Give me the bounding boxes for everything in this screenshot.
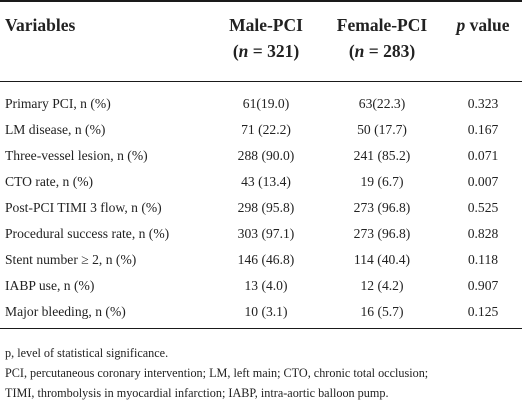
cell-variable: Primary PCI, n (%) (5, 96, 111, 111)
cell-female-pci: 273 (96.8) (353, 226, 411, 241)
header-p-symbol: p (456, 15, 466, 35)
cell-female-pci: 241 (85.2) (353, 148, 411, 163)
cell-p-value: 0.907 (467, 278, 499, 293)
table-row: Post-PCI TIMI 3 flow, n (%) 298 (95.8) 273… (0, 195, 522, 221)
footnote-significance: p, level of statistical significance. (5, 346, 169, 360)
cell-male-pci: 10 (3.1) (244, 304, 288, 319)
header-male-pci: Male-PCI (n = 321) (216, 12, 316, 64)
header-female-n-value: = 283 (364, 41, 410, 61)
header-female-n-symbol: n (354, 41, 365, 61)
cell-variable: IABP use, n (%) (5, 278, 95, 293)
table-row: IABP use, n (%) 13 (4.0) 12 (4.2) 0.907 (0, 273, 522, 299)
cell-female-pci: 19 (6.7) (360, 174, 404, 189)
header-male-n-value: = 321 (248, 41, 294, 61)
table-row: Major bleeding, n (%) 10 (3.1) 16 (5.7) 0.1… (0, 299, 522, 325)
cell-male-pci: 43 (13.4) (241, 174, 291, 189)
table-header-rule (0, 81, 522, 82)
cell-variable: CTO rate, n (%) (5, 174, 94, 189)
cell-p-value: 0.323 (467, 96, 499, 111)
cell-female-pci: 114 (40.4) (353, 252, 411, 267)
cell-female-pci: 16 (5.7) (360, 304, 404, 319)
header-p-suffix: value (465, 15, 510, 35)
table-row: Three-vessel lesion, n (%) 288 (90.0) 241 … (0, 143, 522, 169)
cell-variable: LM disease, n (%) (5, 122, 106, 137)
header-female-pci: Female-PCI (n = 283) (325, 12, 439, 64)
cell-male-pci: 288 (90.0) (237, 148, 295, 163)
cell-male-pci: 303 (97.1) (237, 226, 295, 241)
cell-female-pci: 63(22.3) (358, 96, 406, 111)
header-male-n-symbol: n (238, 41, 249, 61)
cell-variable: Post-PCI TIMI 3 flow, n (%) (5, 200, 162, 215)
cell-male-pci: 13 (4.0) (244, 278, 288, 293)
cell-variable: Three-vessel lesion, n (%) (5, 148, 148, 163)
cell-female-pci: 273 (96.8) (353, 200, 411, 215)
cell-p-value: 0.167 (467, 122, 499, 137)
cell-male-pci: 71 (22.2) (241, 122, 291, 137)
cell-male-pci: 61(19.0) (242, 96, 290, 111)
cell-p-value: 0.125 (467, 304, 499, 319)
cell-p-value: 0.071 (467, 148, 499, 163)
cell-variable: Procedural success rate, n (%) (5, 226, 170, 241)
footnote-abbreviations-1: PCI, percutaneous coronary intervention;… (5, 366, 429, 380)
header-female-label: Female-PCI (336, 15, 428, 35)
table-top-rule (0, 0, 522, 2)
cell-variable: Major bleeding, n (%) (5, 304, 126, 319)
table-row: CTO rate, n (%) 43 (13.4) 19 (6.7) 0.007 (0, 169, 522, 195)
table-row: LM disease, n (%) 71 (22.2) 50 (17.7) 0.167 (0, 117, 522, 143)
footnote-abbreviations-2: TIMI, thrombolysis in myocardial infarct… (5, 386, 389, 400)
cell-female-pci: 50 (17.7) (357, 122, 407, 137)
cell-p-value: 0.007 (467, 174, 499, 189)
cell-male-pci: 146 (46.8) (237, 252, 295, 267)
header-male-n: (n = 321) (232, 41, 300, 61)
header-p-value: p value (448, 12, 518, 38)
header-female-n: (n = 283) (348, 41, 416, 61)
cell-p-value: 0.118 (467, 252, 499, 267)
cell-variable: Stent number ≥ 2, n (%) (5, 252, 137, 267)
header-male-label: Male-PCI (229, 15, 303, 35)
table-row: Stent number ≥ 2, n (%) 146 (46.8) 114 (40… (0, 247, 522, 273)
cell-p-value: 0.828 (467, 226, 499, 241)
table-row: Primary PCI, n (%) 61(19.0) 63(22.3) 0.323 (0, 91, 522, 117)
table-row: Procedural success rate, n (%) 303 (97.1)… (0, 221, 522, 247)
table-bottom-rule (0, 328, 522, 329)
header-variables: Variables (5, 15, 76, 35)
cell-p-value: 0.525 (467, 200, 499, 215)
cell-male-pci: 298 (95.8) (237, 200, 295, 215)
cell-female-pci: 12 (4.2) (360, 278, 404, 293)
